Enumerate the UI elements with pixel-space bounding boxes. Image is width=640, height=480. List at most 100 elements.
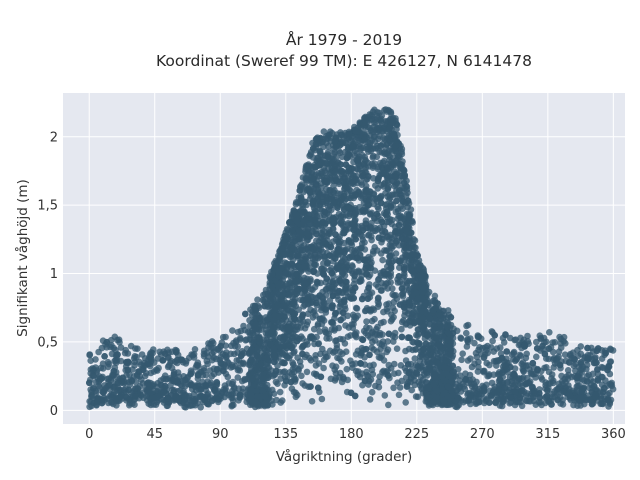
data-point [294, 354, 301, 362]
data-point [499, 334, 507, 342]
data-point [86, 351, 93, 359]
data-point [380, 308, 387, 316]
data-point [401, 272, 408, 280]
data-point [123, 358, 130, 366]
data-point [282, 269, 290, 277]
data-point [210, 354, 218, 361]
data-point [298, 372, 305, 380]
data-point [104, 363, 112, 371]
data-point [336, 149, 344, 157]
data-point [553, 386, 560, 393]
data-point [237, 352, 245, 360]
data-point [229, 378, 237, 386]
data-point [385, 183, 393, 191]
data-point [459, 350, 467, 358]
data-point [386, 252, 394, 260]
data-point [321, 326, 329, 333]
data-point [231, 343, 239, 350]
data-point [395, 257, 403, 265]
data-point [228, 394, 235, 402]
data-point [529, 359, 537, 367]
data-point [362, 217, 370, 224]
data-point [288, 385, 296, 393]
data-point [139, 380, 147, 387]
data-point [235, 365, 242, 372]
data-point [262, 393, 269, 401]
data-point [174, 356, 181, 364]
data-point [309, 286, 316, 294]
data-point [282, 377, 290, 385]
data-point [368, 366, 376, 374]
data-point [248, 375, 256, 383]
data-point [546, 329, 553, 336]
data-point [311, 243, 319, 250]
data-point [86, 379, 93, 387]
data-point [307, 383, 314, 390]
data-point [375, 378, 383, 386]
data-point [254, 346, 261, 353]
data-point [430, 356, 437, 363]
data-point [348, 252, 355, 260]
data-point [317, 191, 324, 199]
data-point [361, 136, 368, 143]
data-point [378, 228, 386, 235]
data-point [217, 342, 225, 350]
data-point [521, 343, 528, 350]
data-point [564, 367, 572, 374]
data-point [208, 373, 216, 380]
data-point [114, 336, 121, 344]
data-point [419, 367, 427, 374]
data-point [299, 350, 306, 358]
data-point [108, 342, 115, 349]
data-point [578, 394, 585, 402]
data-point [360, 160, 367, 168]
data-point [370, 152, 377, 160]
data-point [344, 312, 352, 320]
data-point [206, 367, 214, 374]
data-point [366, 351, 373, 359]
data-point [375, 300, 383, 308]
data-point [105, 399, 112, 407]
data-point [391, 329, 399, 337]
data-point [370, 361, 377, 369]
data-point [318, 395, 326, 403]
data-point [537, 334, 545, 342]
data-point [594, 377, 601, 384]
data-point [361, 114, 368, 122]
data-point [415, 263, 423, 270]
data-point [511, 336, 518, 344]
data-point [252, 320, 260, 328]
data-point [533, 353, 540, 361]
data-point [390, 384, 397, 392]
data-point [559, 388, 567, 396]
data-point [475, 398, 483, 406]
data-point [426, 315, 434, 323]
data-point [480, 388, 488, 395]
data-point [329, 319, 336, 326]
data-point [375, 294, 382, 302]
data-point [234, 374, 242, 381]
data-point [371, 330, 379, 338]
data-point [394, 205, 402, 213]
data-point [265, 364, 273, 371]
data-point [252, 314, 259, 322]
data-point [412, 393, 420, 400]
data-point [396, 264, 403, 272]
data-point [323, 133, 330, 140]
data-point [411, 355, 419, 362]
data-point [333, 264, 341, 272]
data-point [522, 397, 530, 404]
data-point [330, 220, 337, 227]
data-point [383, 301, 390, 308]
data-point [375, 383, 383, 391]
data-point [165, 362, 173, 369]
data-point [377, 287, 385, 294]
data-point [377, 142, 385, 150]
data-point [388, 216, 396, 224]
data-point [394, 215, 402, 222]
data-point [395, 369, 402, 377]
data-point [326, 297, 334, 304]
data-point [256, 335, 263, 342]
data-point [382, 270, 390, 278]
data-point [132, 345, 139, 352]
